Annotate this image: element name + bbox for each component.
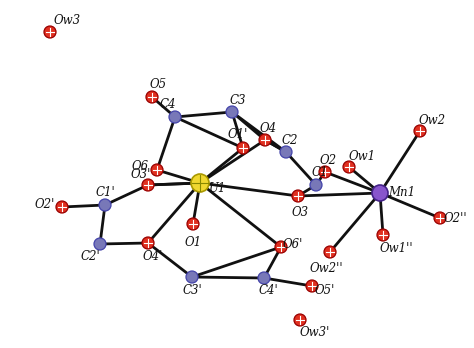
Circle shape [372,185,388,201]
Text: O3': O3' [131,167,151,181]
Circle shape [310,179,322,191]
Circle shape [142,237,154,249]
Text: Mn1: Mn1 [388,187,416,199]
Text: O1': O1' [228,128,248,142]
Text: Ow1'': Ow1'' [379,242,413,254]
Text: O3: O3 [292,206,309,219]
Circle shape [306,280,318,292]
Text: O6: O6 [131,160,148,174]
Text: O2: O2 [319,153,337,166]
Circle shape [434,212,446,224]
Circle shape [186,271,198,283]
Text: C1': C1' [95,187,115,199]
Circle shape [324,246,336,258]
Circle shape [343,161,355,173]
Text: Ow3: Ow3 [54,14,81,26]
Circle shape [44,26,56,38]
Circle shape [187,218,199,230]
Text: Ow2'': Ow2'' [309,261,343,275]
Circle shape [292,190,304,202]
Text: O5': O5' [315,285,335,298]
Text: C4: C4 [160,98,176,111]
Circle shape [414,125,426,137]
Circle shape [280,146,292,158]
Text: Ow3': Ow3' [300,325,330,339]
Text: C4': C4' [258,285,278,298]
Circle shape [294,314,306,326]
Text: Ow2: Ow2 [419,114,446,127]
Text: C3: C3 [230,94,246,106]
Text: O2'': O2'' [443,212,467,224]
Text: O2': O2' [35,198,55,211]
Circle shape [258,272,270,284]
Text: C1: C1 [312,166,328,180]
Text: O4': O4' [143,250,163,262]
Circle shape [146,91,158,103]
Circle shape [237,142,249,154]
Text: O6': O6' [283,237,303,251]
Circle shape [99,199,111,211]
Circle shape [377,229,389,241]
Text: O1: O1 [184,236,201,248]
Circle shape [56,201,68,213]
Circle shape [259,134,271,146]
Text: C2: C2 [282,134,298,147]
Text: Ow1: Ow1 [348,150,375,164]
Circle shape [151,164,163,176]
Circle shape [226,106,238,118]
Text: O4: O4 [259,121,276,134]
Circle shape [319,166,331,178]
Text: C3': C3' [182,285,202,298]
Circle shape [94,238,106,250]
Text: O5: O5 [149,79,166,92]
Circle shape [275,241,287,253]
Circle shape [191,174,209,192]
Text: C2': C2' [80,251,100,263]
Text: U1: U1 [210,182,227,195]
Circle shape [169,111,181,123]
Circle shape [142,179,154,191]
